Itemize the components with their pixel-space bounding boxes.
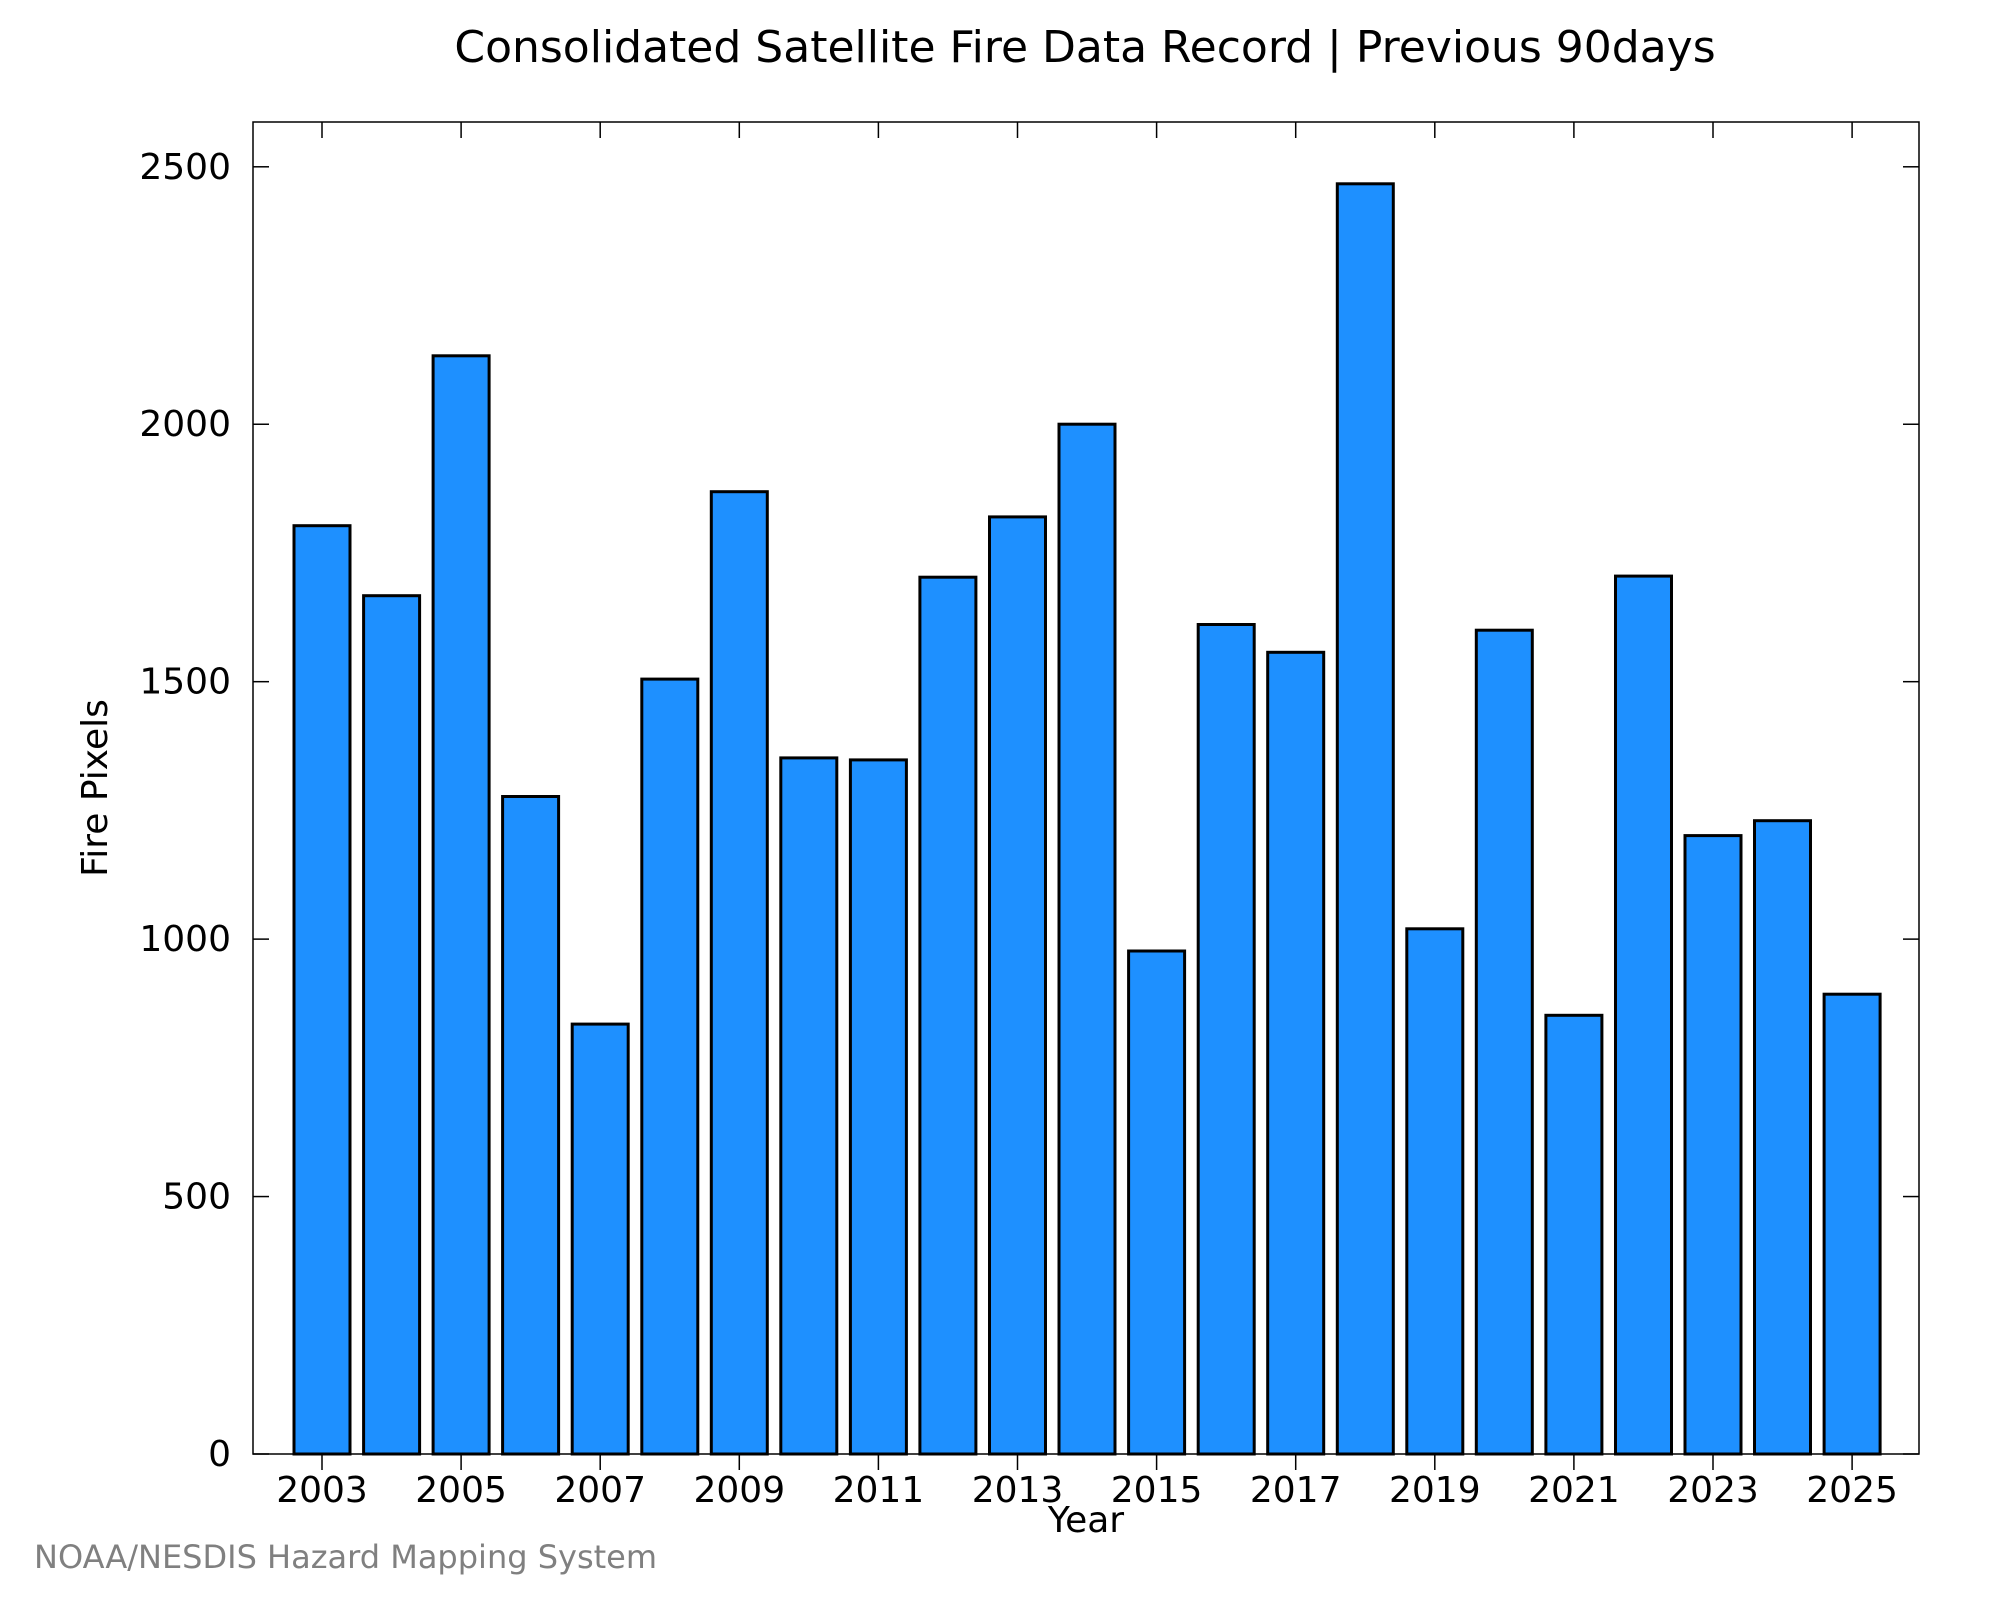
x-axis: 2003 2005 2007 2009 2011 2013 2015 2017 2019 2021… <box>276 122 1898 1511</box>
bar-2021 <box>1544 1013 1604 1456</box>
bars-group <box>292 182 1882 1456</box>
y-tick-label: 2000 <box>139 404 231 445</box>
y-tick-label: 1500 <box>139 662 231 703</box>
bar-2005 <box>431 354 491 1456</box>
y-axis: 0 500 1000 1500 2000 2500 <box>139 147 1919 1475</box>
chart-title: Consolidated Satellite Fire Data Record … <box>454 22 1715 73</box>
y-tick-label: 0 <box>208 1434 231 1475</box>
x-tick-label: 2009 <box>693 1470 785 1511</box>
x-tick-label: 2025 <box>1806 1470 1898 1511</box>
x-axis-label: Year <box>1047 1500 1124 1541</box>
bar-2025 <box>1822 992 1882 1456</box>
x-tick-label: 2019 <box>1389 1470 1481 1511</box>
bar-2016 <box>1196 623 1256 1456</box>
bar-2023 <box>1683 834 1743 1456</box>
source-attribution: NOAA/NESDIS Hazard Mapping System <box>34 1538 658 1576</box>
bar-2020 <box>1474 628 1534 1456</box>
y-axis-label: Fire Pixels <box>75 699 116 877</box>
x-tick-label: 2023 <box>1667 1470 1759 1511</box>
bar-2014 <box>1057 422 1117 1456</box>
bar-2010 <box>779 756 839 1456</box>
bar-2022 <box>1614 574 1673 1456</box>
bar-2018 <box>1335 182 1395 1456</box>
bar-2011 <box>848 758 908 1456</box>
x-tick-label: 2021 <box>1528 1470 1620 1511</box>
x-tick-label: 2013 <box>972 1470 1064 1511</box>
x-tick-label: 2017 <box>1250 1470 1342 1511</box>
bar-2008 <box>640 677 700 1456</box>
x-tick-label: 2003 <box>276 1470 368 1511</box>
bar-2007 <box>570 1022 630 1456</box>
bar-2017 <box>1266 650 1326 1456</box>
x-tick-label: 2007 <box>554 1470 646 1511</box>
y-tick-label: 1000 <box>139 919 231 960</box>
bar-2009 <box>709 490 769 1456</box>
bar-2006 <box>501 795 561 1456</box>
bar-2012 <box>918 575 978 1456</box>
bar-2019 <box>1405 927 1465 1456</box>
y-tick-label: 500 <box>162 1177 231 1218</box>
bar-2003 <box>292 524 352 1456</box>
x-tick-label: 2005 <box>415 1470 507 1511</box>
bar-2013 <box>988 515 1047 1456</box>
bar-2004 <box>362 594 422 1456</box>
x-tick-label: 2015 <box>1111 1470 1203 1511</box>
y-tick-label: 2500 <box>139 147 231 188</box>
bar-2015 <box>1127 949 1187 1456</box>
bar-2024 <box>1753 819 1812 1456</box>
x-tick-label: 2011 <box>833 1470 925 1511</box>
